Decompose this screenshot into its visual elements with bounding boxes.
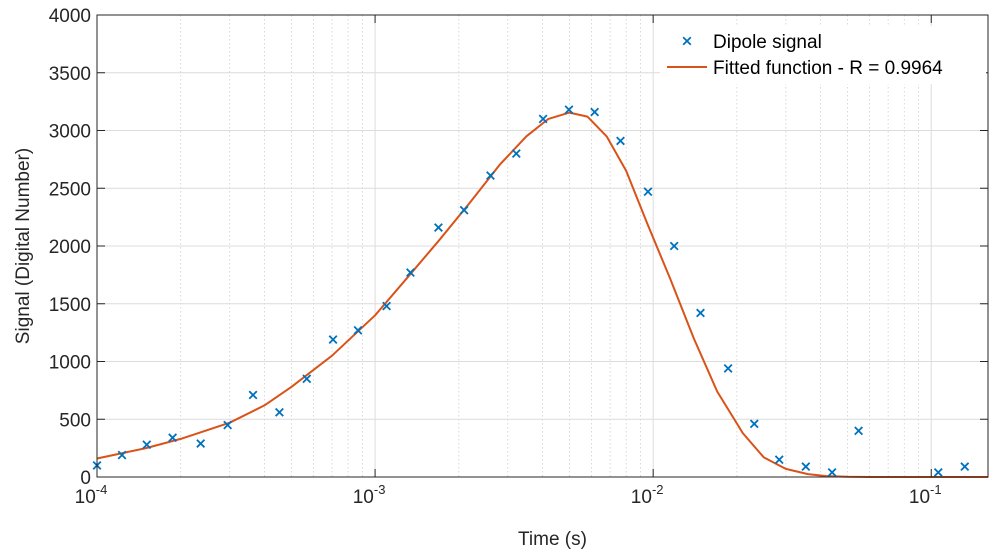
dipole-signal-point	[459, 205, 469, 215]
y-axis-label: Signal (Digital Number)	[13, 148, 34, 344]
x-tick-exponent: -1	[930, 482, 942, 497]
dipole-signal-point	[538, 114, 548, 124]
dipole-signal-point	[302, 374, 312, 384]
dipole-signal-point	[434, 223, 443, 232]
dipole-signal-point	[854, 426, 864, 436]
x-tick-base: 10	[75, 487, 96, 508]
x-tick-label: 10-4	[75, 482, 108, 508]
dipole-signal-point	[142, 440, 152, 450]
x-axis-label: Time (s)	[518, 529, 587, 550]
legend-marker-scatter	[682, 36, 692, 46]
x-tick-label: 10-2	[631, 482, 664, 508]
dipole-signal-point	[248, 390, 258, 400]
legend-entry-label: Dipole signal	[713, 32, 822, 53]
dipole-signal-point	[801, 462, 811, 472]
legend-box	[660, 26, 986, 84]
x-tick-label: 10-3	[353, 482, 386, 508]
dipole-signal-point	[511, 149, 521, 159]
y-tick-label: 0	[80, 468, 91, 489]
data-layer	[92, 105, 988, 478]
dipole-signal-point	[382, 301, 392, 311]
dipole-signal-point	[353, 325, 363, 335]
dipole-signal-point	[616, 136, 625, 146]
dipole-signal-point	[827, 467, 837, 477]
x-tick-exponent: -4	[96, 482, 108, 497]
dipole-signal-point	[933, 467, 943, 477]
x-tick-base: 10	[353, 487, 374, 508]
x-tick-exponent: -2	[652, 482, 664, 497]
dipole-signal-point	[669, 241, 679, 251]
x-tick-base: 10	[631, 487, 652, 508]
dipole-signal-point	[117, 450, 127, 460]
dipole-signal-point	[168, 433, 178, 443]
y-tick-label: 2500	[49, 179, 91, 200]
x-tick-base: 10	[909, 487, 930, 508]
grid-lines	[96, 14, 988, 478]
legend-entry-label: Fitted function - R = 0.9964	[713, 58, 943, 79]
dipole-signal-point	[774, 455, 784, 465]
dipole-signal-point	[564, 105, 574, 115]
y-tick-label: 1000	[49, 353, 91, 374]
dipole-signal-point	[486, 171, 495, 180]
fitted-function-line	[96, 111, 988, 478]
x-tick-label: 10-1	[909, 482, 942, 508]
y-tick-label: 1500	[49, 295, 91, 316]
dipole-signal-point	[960, 462, 970, 472]
y-tick-label: 2000	[49, 237, 91, 258]
y-tick-label: 4000	[49, 6, 91, 27]
dipole-signal-point	[405, 268, 415, 278]
legend: Dipole signal Fitted function - R = 0.996…	[660, 26, 986, 84]
x-tick-exponent: -3	[374, 482, 386, 497]
dipole-signal-point	[196, 439, 206, 448]
dipole-signal-point	[223, 420, 233, 430]
dipole-signal-point	[328, 335, 338, 344]
dipole-signal-point	[590, 107, 600, 117]
y-tick-label: 3500	[49, 64, 91, 85]
dipole-signal-point	[643, 187, 653, 197]
dipole-signal-point	[749, 419, 759, 429]
dipole-signal-point	[696, 308, 705, 318]
dipole-signal-point	[723, 363, 733, 373]
y-tick-label: 3000	[49, 122, 91, 143]
dipole-signal-point	[275, 407, 284, 417]
y-tick-label: 500	[59, 410, 91, 431]
